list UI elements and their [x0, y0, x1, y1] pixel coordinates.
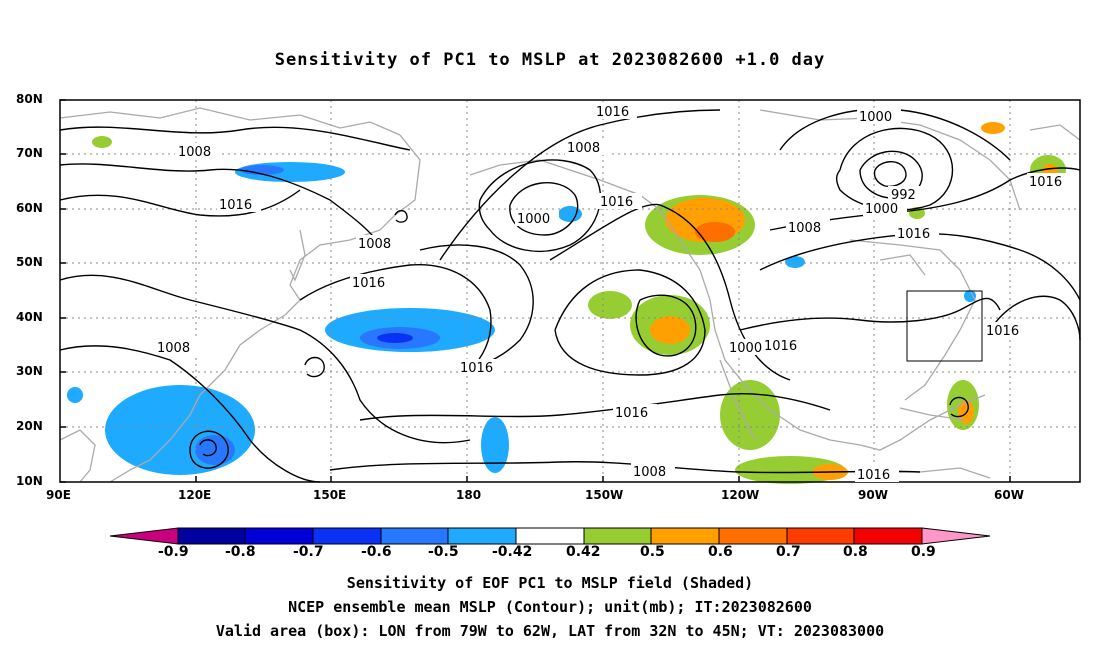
colorbar-label: -0.6 [361, 544, 392, 560]
lon-label-120e: 120E [178, 488, 212, 502]
valid-area-box [906, 290, 983, 362]
lat-label-10n: 10N [16, 474, 43, 488]
svg-text:1016: 1016 [615, 406, 648, 421]
colorbar-label: 0.7 [776, 544, 801, 560]
lon-label-180: 180 [456, 488, 482, 502]
svg-text:1008: 1008 [633, 465, 666, 480]
caption-line-2: NCEP ensemble mean MSLP (Contour); unit(… [288, 598, 812, 616]
colorbar-label: -0.8 [225, 544, 256, 560]
svg-text:1008: 1008 [157, 341, 190, 356]
svg-text:1016: 1016 [986, 324, 1019, 339]
contour-label: 1016 [855, 466, 899, 483]
svg-text:1016: 1016 [897, 227, 930, 242]
lat-label-30n: 30N [16, 364, 43, 378]
lon-label-150w: 150W [585, 488, 624, 502]
colorbar-label: -0.7 [293, 544, 324, 560]
contour-label: 1000 [515, 210, 559, 227]
svg-text:1008: 1008 [788, 221, 821, 236]
lon-label-60w: 60W [994, 488, 1024, 502]
lat-label-40n: 40N [16, 310, 43, 324]
colorbar-label: 0.42 [566, 544, 601, 560]
lat-label-50n: 50N [16, 255, 43, 269]
svg-text:992: 992 [891, 188, 916, 203]
contour-label: 1016 [217, 196, 261, 213]
contour-label: 1016 [1027, 173, 1075, 190]
svg-text:1000: 1000 [865, 202, 898, 217]
colorbar-label: -0.42 [492, 544, 533, 560]
svg-text:1008: 1008 [178, 145, 211, 160]
blob-blue-westpac [105, 385, 255, 475]
coastlines [59, 107, 1081, 483]
colorbar-label: 0.9 [911, 544, 936, 560]
contour-label: 1016 [598, 193, 642, 210]
contour-label: 1008 [786, 219, 830, 236]
contour-label: 1000 [863, 200, 907, 217]
caption-line-1: Sensitivity of EOF PC1 to MSLP field (Sh… [346, 574, 754, 592]
shaded-sensitivity [67, 122, 1066, 484]
contour-label: 1016 [593, 103, 637, 120]
contour-label: 1016 [762, 337, 806, 354]
contour-label: 1008 [631, 463, 675, 480]
colorbar-label: 0.8 [843, 544, 868, 560]
lon-label-150e: 150E [313, 488, 347, 502]
caption-line-3: Valid area (box): LON from 79W to 62W, L… [215, 622, 885, 640]
svg-text:1008: 1008 [567, 141, 600, 156]
lon-label-120w: 120W [721, 488, 760, 502]
colorbar-label: 0.6 [708, 544, 733, 560]
lon-label-90e: 90E [46, 488, 71, 502]
contour-label: 992 [888, 186, 924, 203]
lon-label-90w: 90W [858, 488, 888, 502]
figure-title: Sensitivity of PC1 to MSLP at 2023082600… [274, 50, 826, 70]
contour-label: 1016 [458, 359, 502, 376]
contour-label: 1016 [613, 404, 657, 421]
svg-text:1016: 1016 [1029, 175, 1062, 190]
contour-labels: 1016 1008 1000 1008 1016 1000 1016 1008 [155, 103, 1075, 483]
svg-text:1008: 1008 [358, 237, 391, 252]
svg-text:1000: 1000 [729, 341, 762, 356]
svg-text:1016: 1016 [352, 276, 385, 291]
lat-label-20n: 20N [16, 419, 43, 433]
colorbar-label: -0.5 [428, 544, 459, 560]
svg-text:1016: 1016 [219, 198, 252, 213]
svg-text:1016: 1016 [600, 195, 633, 210]
contour-label: 1000 [727, 339, 767, 356]
svg-text:1016: 1016 [460, 361, 493, 376]
colorbar-extend-low [109, 527, 179, 545]
contour-label: 1016 [984, 322, 1028, 339]
contour-label: 1016 [350, 274, 394, 291]
plot-frame [59, 99, 1081, 483]
lat-label-70n: 70N [16, 146, 43, 160]
contour-label: 1008 [155, 339, 199, 356]
contour-label: 1000 [857, 108, 901, 125]
svg-text:1016: 1016 [857, 468, 890, 483]
colorbar-extend-high [921, 527, 991, 545]
colorbar [109, 527, 991, 545]
tick-marks [60, 99, 1011, 483]
lat-label-80n: 80N [16, 92, 43, 106]
svg-text:1000: 1000 [859, 110, 892, 125]
colorbar-label: 0.5 [640, 544, 665, 560]
lat-label-60n: 60N [16, 201, 43, 215]
contour-label: 1008 [175, 143, 219, 160]
contour-label: 1008 [356, 235, 400, 252]
colorbar-label: -0.9 [158, 544, 189, 560]
svg-text:1000: 1000 [517, 212, 550, 227]
svg-text:1016: 1016 [764, 339, 797, 354]
contour-label: 1008 [565, 139, 609, 156]
svg-text:1016: 1016 [596, 105, 629, 120]
contour-label: 1016 [895, 225, 939, 242]
